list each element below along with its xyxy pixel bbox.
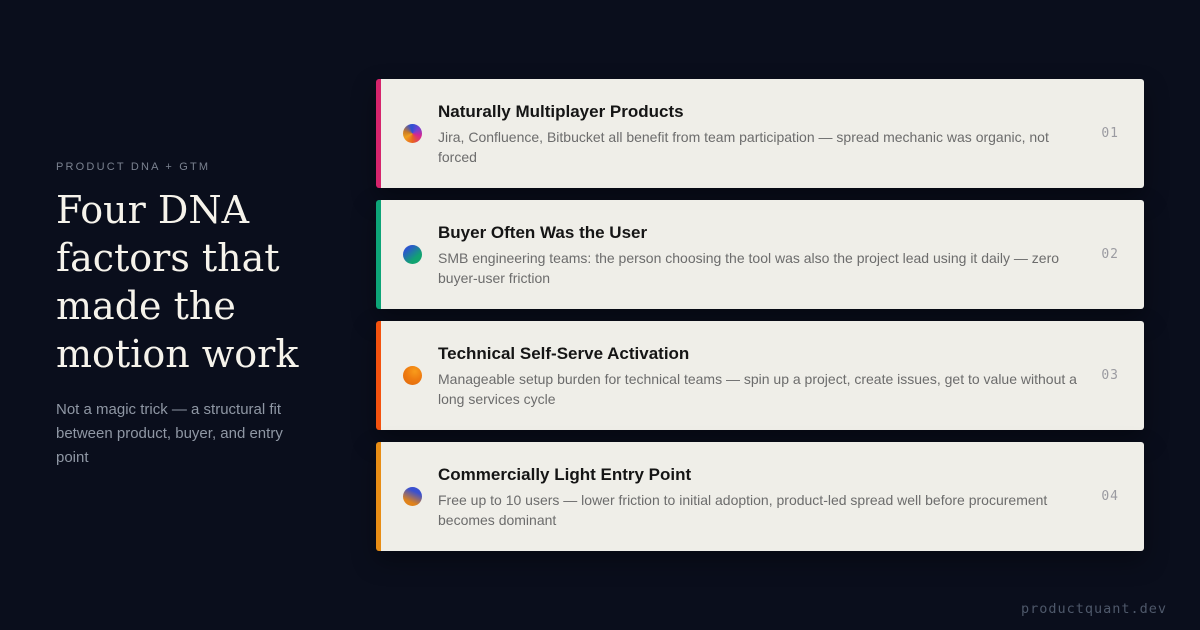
gradient-orb-icon [403, 366, 422, 385]
card-title: Commercially Light Entry Point [438, 464, 692, 484]
card-description: Manageable setup burden for technical te… [438, 370, 1077, 407]
card-description: Free up to 10 users — lower friction to … [438, 491, 1048, 528]
card-number: 01 [1101, 126, 1119, 141]
factor-card: Technical Self-Serve Activation Manageab… [376, 321, 1144, 430]
card-title: Buyer Often Was the User [438, 222, 648, 242]
card-body: Technical Self-Serve Activation Manageab… [438, 343, 1085, 409]
factor-card: Commercially Light Entry Point Free up t… [376, 442, 1144, 551]
card-body: Naturally Multiplayer Products Jira, Con… [438, 101, 1085, 167]
page-title: Four DNA factors that made the motion wo… [56, 188, 299, 376]
factor-card-list: Naturally Multiplayer Products Jira, Con… [376, 79, 1144, 551]
factor-card: Naturally Multiplayer Products Jira, Con… [376, 79, 1144, 188]
card-number: 02 [1101, 247, 1119, 262]
gradient-orb-icon [403, 245, 422, 264]
factor-card: Buyer Often Was the User SMB engineering… [376, 200, 1144, 309]
card-number: 04 [1101, 489, 1119, 504]
card-description: Jira, Confluence, Bitbucket all benefit … [438, 128, 1049, 165]
card-title: Naturally Multiplayer Products [438, 101, 684, 121]
card-number: 03 [1101, 368, 1119, 383]
gradient-orb-icon [403, 487, 422, 506]
eyebrow-label: PRODUCT DNA + GTM [56, 161, 211, 173]
card-body: Commercially Light Entry Point Free up t… [438, 464, 1085, 530]
card-body: Buyer Often Was the User SMB engineering… [438, 222, 1085, 288]
page-subtitle: Not a magic trick — a structural fit bet… [56, 401, 283, 466]
gradient-orb-icon [403, 124, 422, 143]
site-domain: productquant.dev [1020, 601, 1167, 617]
card-title: Technical Self-Serve Activation [438, 343, 690, 363]
card-description: SMB engineering teams: the person choosi… [438, 249, 1060, 286]
hero-section: PRODUCT DNA + GTM Four DNA factors that … [56, 160, 312, 470]
